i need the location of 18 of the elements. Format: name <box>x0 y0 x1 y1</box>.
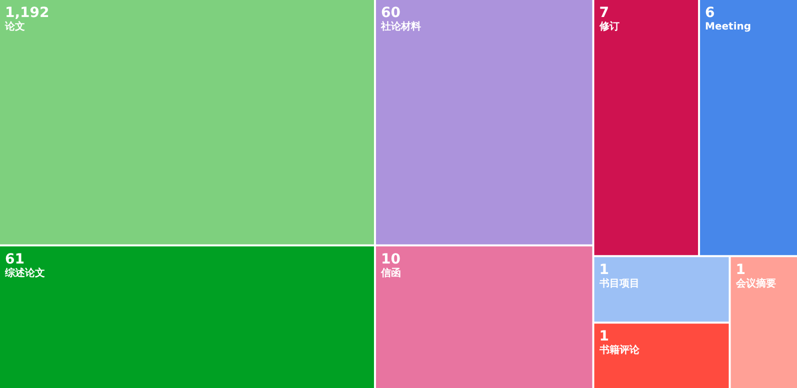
category-label: 书籍评论 <box>598 344 640 356</box>
data-label: 1 <box>599 328 610 345</box>
category-label: 会议摘要 <box>734 278 776 290</box>
category-label: 信函 <box>380 266 401 279</box>
data-label: 7 <box>599 5 610 21</box>
category-label: 社论材料 <box>380 20 421 32</box>
data-label: 60 <box>380 5 401 21</box>
data-label: 1,192 <box>5 5 50 21</box>
data-label: 1 <box>736 262 746 278</box>
category-label: Meeting <box>705 22 752 32</box>
category-label: 论文 <box>4 20 25 32</box>
data-label: 6 <box>705 5 715 21</box>
data-label: 61 <box>5 251 24 268</box>
category-label: 综述论文 <box>4 266 45 279</box>
data-label: 1 <box>599 262 610 278</box>
category-label: 修订 <box>598 20 620 32</box>
category-label: 书目项目 <box>598 278 640 290</box>
data-label: 10 <box>380 251 401 268</box>
